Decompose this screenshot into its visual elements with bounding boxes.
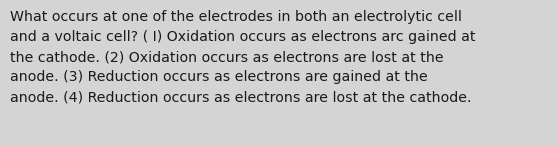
Text: What occurs at one of the electrodes in both an electrolytic cell
and a voltaic : What occurs at one of the electrodes in … bbox=[10, 10, 475, 104]
